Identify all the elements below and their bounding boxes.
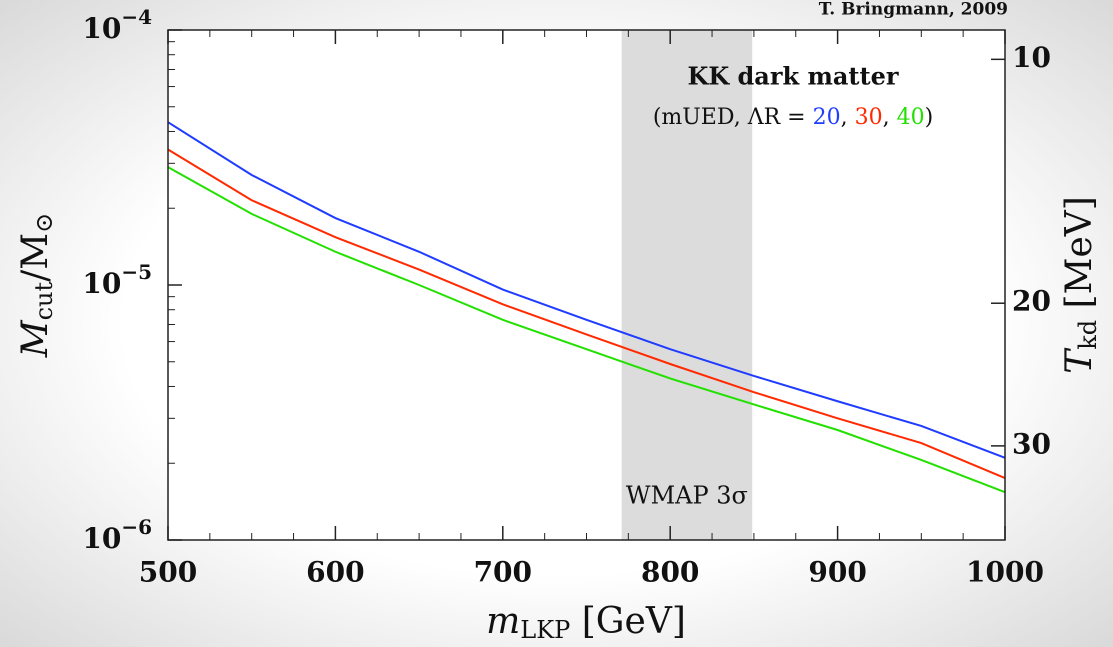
x-tick-label: 500	[139, 556, 197, 589]
plot-area	[168, 30, 1005, 540]
plot-content: WMAP 3σ	[167, 29, 1006, 541]
annotation-title: KK dark matter	[687, 62, 898, 91]
y2-tick-label: 10	[1012, 41, 1051, 74]
y-tick-label: 10−6	[82, 515, 152, 555]
label-part: /M	[15, 233, 56, 282]
label-part: [MeV]	[1059, 196, 1100, 320]
y2-tick-label: 20	[1012, 285, 1051, 318]
x-tick-label: 800	[641, 556, 699, 589]
series-line	[167, 121, 1006, 459]
subtitle-part: 40	[897, 105, 925, 130]
subtitle-part: 30	[855, 105, 883, 130]
subtitle-part: ,	[883, 105, 897, 130]
xlabel: mLKP [GeV]	[486, 601, 686, 644]
plot-frame	[167, 29, 1006, 541]
x-tick-label: 900	[808, 556, 866, 589]
annotation-subtitle: (mUED, ΛR = 20, 30, 40)	[653, 105, 933, 130]
subtitle-part: 20	[813, 105, 841, 130]
label-part: cut	[30, 281, 58, 320]
subtitle-part: (mUED, ΛR =	[653, 105, 813, 130]
ylabel: Mcut/M⊙	[15, 213, 58, 359]
label-part: ⊙	[30, 213, 58, 233]
y-tick-label: 10−4	[82, 5, 152, 45]
subtitle-part: ,	[841, 105, 855, 130]
band	[621, 30, 753, 540]
x-tick-label: 700	[474, 556, 532, 589]
credit: T. Bringmann, 2009	[819, 0, 1008, 20]
band-label: WMAP 3σ	[626, 482, 748, 510]
label-part: M	[15, 319, 56, 358]
label-part: T	[1059, 347, 1100, 374]
series-line	[167, 148, 1006, 479]
subtitle-part: )	[925, 105, 934, 130]
x-tick-label: 1000	[966, 556, 1044, 589]
y-tick-label: 10−5	[82, 260, 152, 300]
label-part: LKP	[520, 616, 570, 644]
y2-tick-label: 30	[1012, 427, 1051, 460]
label-part: m	[486, 601, 520, 642]
label-part: [GeV]	[570, 601, 686, 642]
y2label: Tkd [MeV]	[1059, 196, 1102, 374]
x-tick-label: 600	[306, 556, 364, 589]
series-line	[167, 166, 1006, 494]
label-part: kd	[1074, 320, 1102, 350]
